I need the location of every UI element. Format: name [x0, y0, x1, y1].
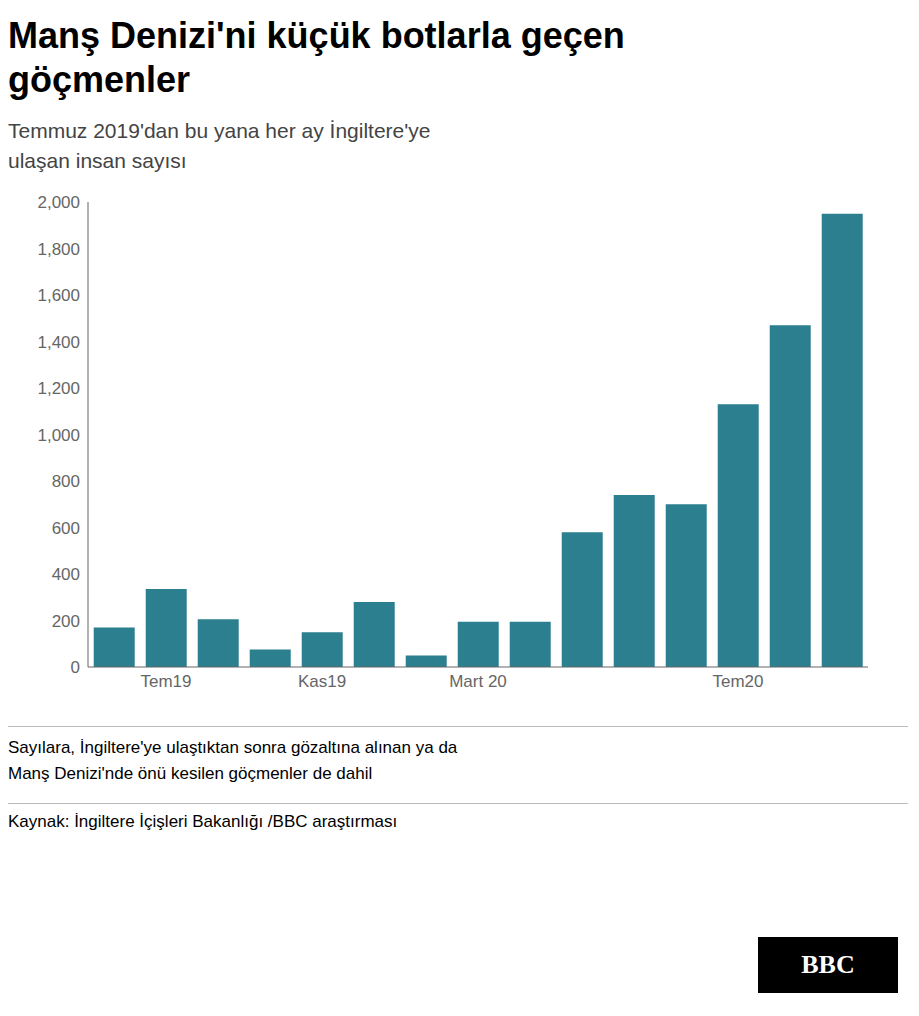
- html-text:Manş Denizi'nde önü kesilen gö: Manş Denizi'nde önü kesilen göçmenler de…: [8, 764, 373, 783]
- html-text:Sayılara, İngiltere'ye ulaştık: Sayılara, İngiltere'ye ulaştıktan sonra …: [8, 738, 458, 757]
- html-text:BBC: BBC: [801, 950, 855, 979]
- html-text:Temmuz 2019'dan bu yana her ay: Temmuz 2019'dan bu yana her ay İngiltere…: [8, 119, 431, 142]
- svg-text:1,600: 1,600: [37, 286, 80, 305]
- svg-text:2,000: 2,000: [37, 193, 80, 212]
- svg-text:1,400: 1,400: [37, 333, 80, 352]
- svg-text:1,800: 1,800: [37, 240, 80, 259]
- html-text:Kaynak: İngiltere İçişleri Bak: Kaynak: İngiltere İçişleri Bakanlığı /BB…: [8, 812, 398, 831]
- svg-text:Kas19: Kas19: [298, 672, 346, 691]
- svg-text:Tem19: Tem19: [140, 672, 191, 691]
- svg-text:Mart 20: Mart 20: [449, 672, 507, 691]
- svg-text:1,000: 1,000: [37, 426, 80, 445]
- svg-text:Tem20: Tem20: [712, 672, 763, 691]
- html-text:ulaşan insan sayısı: ulaşan insan sayısı: [8, 149, 187, 172]
- html-text:Manş Denizi'ni küçük botlarla: Manş Denizi'ni küçük botlarla geçen: [8, 15, 625, 56]
- svg-text:1,200: 1,200: [37, 379, 80, 398]
- svg-text:800: 800: [52, 472, 80, 491]
- svg-text:0: 0: [71, 658, 80, 677]
- svg-text:600: 600: [52, 519, 80, 538]
- svg-text:200: 200: [52, 612, 80, 631]
- svg-text:400: 400: [52, 565, 80, 584]
- html-text:göçmenler: göçmenler: [8, 59, 191, 100]
